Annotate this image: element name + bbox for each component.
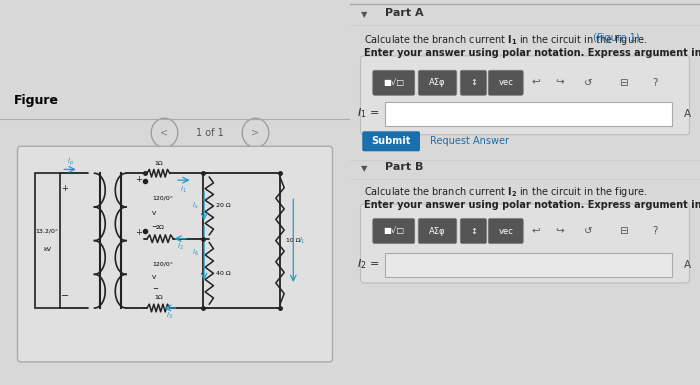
Text: vec: vec bbox=[498, 226, 513, 236]
Text: $I_1$: $I_1$ bbox=[181, 185, 187, 195]
FancyBboxPatch shape bbox=[360, 56, 690, 135]
Text: ■√□: ■√□ bbox=[383, 78, 405, 87]
Text: Enter your answer using polar notation. Express argument in degrees.: Enter your answer using polar notation. … bbox=[364, 200, 700, 210]
Text: >: > bbox=[251, 128, 260, 138]
Text: Enter your answer using polar notation. Express argument in degrees.: Enter your answer using polar notation. … bbox=[364, 48, 700, 58]
Text: ΑΣφ: ΑΣφ bbox=[429, 226, 446, 236]
Text: 1 of 1: 1 of 1 bbox=[196, 128, 224, 138]
Text: Part B: Part B bbox=[385, 162, 424, 172]
Text: Request Answer: Request Answer bbox=[430, 136, 510, 146]
Text: kV: kV bbox=[43, 247, 51, 251]
FancyBboxPatch shape bbox=[360, 204, 690, 283]
Text: ΑΣφ: ΑΣφ bbox=[429, 78, 446, 87]
Text: $I_1$ =: $I_1$ = bbox=[357, 107, 379, 121]
Text: ▼: ▼ bbox=[360, 10, 367, 18]
FancyBboxPatch shape bbox=[461, 70, 486, 95]
Text: $I_6$: $I_6$ bbox=[192, 248, 199, 258]
Text: Calculate the branch current $\mathbf{I_1}$ in the circuit in the figure.: Calculate the branch current $\mathbf{I_… bbox=[364, 33, 648, 47]
Text: 1Ω: 1Ω bbox=[154, 295, 162, 300]
Text: 2Ω: 2Ω bbox=[155, 225, 164, 230]
Text: V: V bbox=[153, 275, 157, 280]
Text: $I_s$: $I_s$ bbox=[192, 201, 199, 211]
Text: 13.2/0°: 13.2/0° bbox=[36, 229, 59, 233]
FancyBboxPatch shape bbox=[419, 219, 456, 243]
Text: vec: vec bbox=[498, 78, 513, 87]
Text: −: − bbox=[153, 286, 158, 292]
FancyBboxPatch shape bbox=[385, 102, 672, 126]
Text: ↩: ↩ bbox=[531, 78, 540, 88]
Text: ?: ? bbox=[652, 78, 657, 88]
Text: Calculate the branch current $\mathbf{I_2}$ in the circuit in the figure.: Calculate the branch current $\mathbf{I_… bbox=[364, 185, 648, 199]
Text: ↪: ↪ bbox=[556, 78, 564, 88]
Text: A: A bbox=[685, 109, 692, 119]
Text: ↩: ↩ bbox=[531, 226, 540, 236]
Text: 1Ω: 1Ω bbox=[154, 161, 162, 166]
Text: ↕: ↕ bbox=[470, 226, 477, 236]
FancyBboxPatch shape bbox=[18, 146, 332, 362]
FancyBboxPatch shape bbox=[385, 253, 672, 277]
Text: A: A bbox=[685, 260, 692, 270]
Text: +: + bbox=[135, 228, 141, 238]
Text: +: + bbox=[62, 184, 68, 193]
Text: $I_L$: $I_L$ bbox=[299, 236, 305, 246]
FancyBboxPatch shape bbox=[419, 70, 456, 95]
Text: $I_2$ =: $I_2$ = bbox=[357, 257, 379, 271]
Text: V: V bbox=[153, 211, 157, 216]
Text: 120/0°: 120/0° bbox=[153, 196, 173, 201]
Text: ↪: ↪ bbox=[556, 226, 564, 236]
Text: $I_p$: $I_p$ bbox=[66, 157, 74, 168]
Text: 20 Ω: 20 Ω bbox=[216, 204, 230, 208]
Text: ↺: ↺ bbox=[584, 78, 592, 88]
Text: −: − bbox=[62, 291, 69, 301]
Text: ⊟: ⊟ bbox=[619, 78, 627, 88]
Text: $I_3$: $I_3$ bbox=[167, 311, 173, 321]
Text: −: − bbox=[153, 224, 160, 230]
Text: ↕: ↕ bbox=[470, 78, 477, 87]
Text: ?: ? bbox=[652, 226, 657, 236]
Text: <: < bbox=[160, 128, 169, 138]
Text: +: + bbox=[135, 174, 141, 184]
Text: Figure: Figure bbox=[14, 94, 59, 107]
Text: ⊟: ⊟ bbox=[619, 226, 627, 236]
Text: ■√□: ■√□ bbox=[383, 226, 405, 236]
FancyBboxPatch shape bbox=[372, 219, 414, 243]
FancyBboxPatch shape bbox=[461, 219, 486, 243]
Text: ↺: ↺ bbox=[584, 226, 592, 236]
Text: ▼: ▼ bbox=[360, 164, 367, 172]
FancyBboxPatch shape bbox=[363, 131, 420, 151]
FancyBboxPatch shape bbox=[489, 219, 524, 243]
FancyBboxPatch shape bbox=[489, 70, 524, 95]
Text: 10 Ω: 10 Ω bbox=[286, 238, 301, 243]
Text: (Figure 1): (Figure 1) bbox=[594, 33, 640, 43]
Text: 40 Ω: 40 Ω bbox=[216, 271, 230, 276]
FancyBboxPatch shape bbox=[372, 70, 414, 95]
Text: $I_2$: $I_2$ bbox=[177, 242, 183, 252]
Text: 120/0°: 120/0° bbox=[153, 261, 173, 266]
Text: Submit: Submit bbox=[372, 136, 411, 146]
Text: Part A: Part A bbox=[385, 8, 424, 18]
